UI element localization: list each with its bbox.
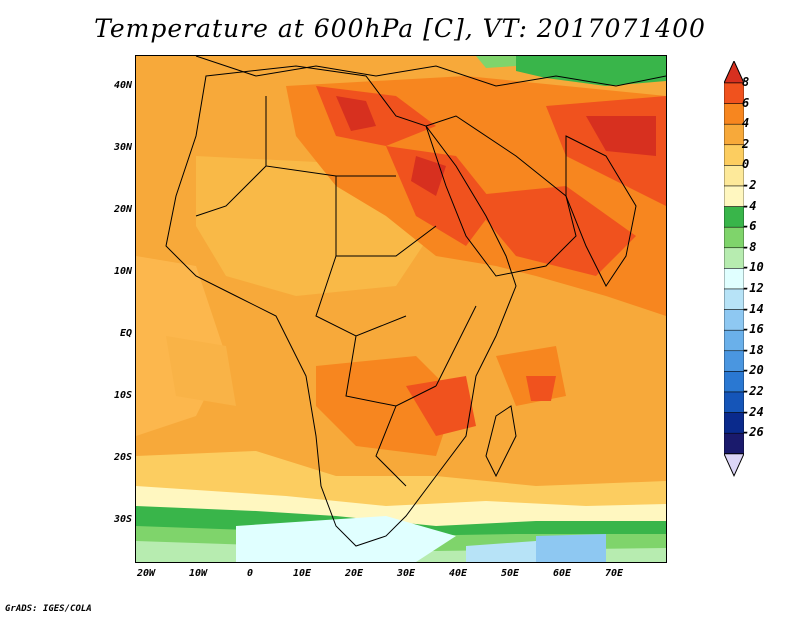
lat-label: 30N bbox=[113, 142, 132, 153]
colorbar-label: -12 bbox=[742, 281, 764, 295]
colorbar-label: -26 bbox=[742, 425, 764, 440]
colorbar-label: -22 bbox=[742, 384, 764, 398]
colorbar-label: -4 bbox=[742, 198, 757, 213]
colorbar-label: 2 bbox=[742, 136, 750, 151]
lon-label: 60E bbox=[552, 568, 572, 579]
colorbar-label: -18 bbox=[742, 342, 764, 357]
colorbar-top-arrow bbox=[724, 61, 744, 84]
lon-label: 20W bbox=[136, 568, 156, 579]
colorbar-swatch bbox=[724, 412, 744, 434]
colorbar-swatch bbox=[724, 268, 744, 290]
colorbar-label: -14 bbox=[742, 301, 764, 316]
colorbar-swatch bbox=[724, 206, 744, 228]
colorbar-swatch bbox=[724, 329, 744, 352]
lon-label: 10E bbox=[292, 568, 312, 579]
lon-label: 40E bbox=[448, 568, 468, 579]
colorbar-swatch bbox=[724, 226, 744, 249]
lat-label: 40N bbox=[113, 80, 132, 91]
colorbar-label: 0 bbox=[742, 157, 750, 172]
colorbar-swatch bbox=[724, 350, 744, 372]
colorbar-label: -20 bbox=[742, 363, 764, 378]
colorbar-swatch bbox=[724, 185, 744, 207]
lon-label: 50E bbox=[500, 568, 520, 579]
colorbar-label: -2 bbox=[742, 178, 757, 192]
lat-label: 20S bbox=[113, 452, 132, 463]
colorbar-label: -24 bbox=[742, 404, 764, 419]
colorbar-label: 6 bbox=[742, 95, 750, 110]
map-title: Temperature at 600hPa [C], VT: 201707140… bbox=[94, 14, 706, 43]
lon-label: 10W bbox=[188, 568, 208, 579]
colorbar-swatch bbox=[724, 247, 744, 269]
lat-label: EQ bbox=[119, 328, 132, 339]
colorbar-label: -10 bbox=[742, 260, 764, 275]
colorbar-swatch bbox=[724, 391, 744, 413]
lon-label: 20E bbox=[344, 568, 364, 579]
credit-text: GrADS: IGES/COLA bbox=[5, 604, 92, 614]
colorbar-bottom-arrow bbox=[724, 453, 744, 478]
lon-label: 0 bbox=[246, 568, 254, 579]
temperature-map bbox=[135, 55, 667, 563]
colorbar-label: 8 bbox=[742, 75, 750, 89]
lon-label: 70E bbox=[604, 568, 624, 579]
lat-label: 10S bbox=[113, 390, 132, 401]
lat-label: 10N bbox=[113, 266, 132, 277]
colorbar-swatch bbox=[724, 123, 744, 146]
colorbar-swatch bbox=[724, 309, 744, 331]
colorbar-label: -16 bbox=[742, 322, 764, 337]
colorbar-label: -6 bbox=[742, 219, 757, 234]
colorbar-swatch bbox=[724, 432, 744, 455]
colorbar-swatch bbox=[724, 103, 744, 125]
lon-label: 30E bbox=[396, 568, 416, 579]
colorbar-label: 4 bbox=[742, 116, 750, 131]
colorbar bbox=[724, 61, 744, 478]
colorbar-swatch bbox=[724, 144, 744, 166]
lat-label: 30S bbox=[113, 514, 132, 525]
colorbar-swatch bbox=[724, 288, 744, 310]
lat-label: 20N bbox=[113, 204, 132, 215]
colorbar-label: -8 bbox=[742, 239, 757, 254]
temperature-field bbox=[136, 56, 666, 562]
colorbar-swatch bbox=[724, 82, 744, 104]
colorbar-swatch bbox=[724, 165, 744, 187]
colorbar-swatch bbox=[724, 371, 744, 393]
